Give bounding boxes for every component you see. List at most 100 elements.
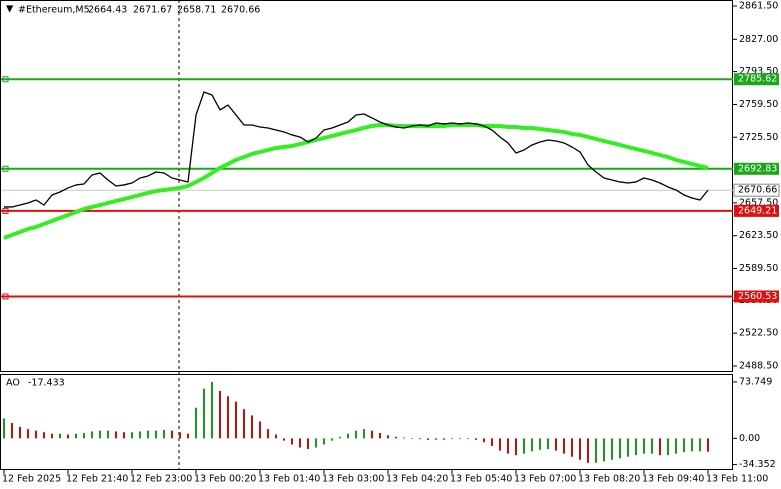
ao-bar xyxy=(459,438,461,440)
ao-bar xyxy=(299,438,301,448)
ao-bar xyxy=(651,438,653,454)
level-label: 2692.83 xyxy=(738,163,777,174)
main-frame xyxy=(0,0,733,372)
ao-bar xyxy=(203,388,205,439)
last-price-label: 2670.66 xyxy=(738,185,777,196)
ao-tick-label: 0.00 xyxy=(739,433,760,444)
y-tick-label: 2827.00 xyxy=(739,34,778,45)
y-tick-label: 2522.50 xyxy=(739,328,778,339)
ao-bar xyxy=(683,438,685,453)
y-tick-label: 2488.50 xyxy=(739,361,778,372)
x-tick-label: 13 Feb 01:40 xyxy=(258,474,320,485)
x-tick-label: 13 Feb 07:00 xyxy=(514,474,576,485)
ao-bar xyxy=(243,409,245,439)
ao-bar xyxy=(507,438,509,454)
ao-bar xyxy=(147,430,149,439)
level-box xyxy=(734,73,779,86)
ao-bar xyxy=(211,381,213,439)
ao-bar xyxy=(587,438,589,463)
ao-bar xyxy=(467,438,469,440)
ao-bar xyxy=(75,433,77,439)
ao-bar xyxy=(619,438,621,459)
last-price-box xyxy=(733,183,780,197)
ao-bar xyxy=(659,438,661,456)
ao-bar xyxy=(267,429,269,439)
ao-bar xyxy=(395,436,397,439)
ao-bar xyxy=(51,433,53,439)
ao-bar xyxy=(675,438,677,454)
ao-value: -17.433 xyxy=(28,378,65,389)
y-tick-label: 2725.50 xyxy=(739,132,778,143)
x-tick-label: 13 Feb 00:20 xyxy=(194,474,256,485)
ao-bar xyxy=(115,431,117,439)
ao-bar xyxy=(371,430,373,439)
level-marker xyxy=(2,165,9,172)
ao-bar xyxy=(315,438,317,448)
ao-bar xyxy=(611,438,613,460)
ao-bar xyxy=(83,432,85,439)
ao-bar xyxy=(283,438,285,441)
y-tick-label: 2657.50 xyxy=(739,197,778,208)
ao-bar xyxy=(67,434,69,439)
level-marker xyxy=(2,293,9,300)
ao-bar xyxy=(667,438,669,456)
ao-bar xyxy=(91,431,93,439)
ao-bar xyxy=(403,437,405,439)
ao-bar xyxy=(643,438,645,454)
ao-bar xyxy=(363,429,365,439)
ao-bar xyxy=(427,438,429,440)
ao-bar xyxy=(163,429,165,439)
ao-bar xyxy=(99,430,101,439)
ao-bar xyxy=(275,434,277,439)
ao-bar xyxy=(43,432,45,439)
x-tick-label: 13 Feb 09:40 xyxy=(642,474,704,485)
ao-bar xyxy=(139,431,141,439)
x-tick-label: 12 Feb 2025 xyxy=(2,474,61,485)
level-marker xyxy=(2,76,9,83)
ao-bar xyxy=(475,438,477,440)
ao-bar xyxy=(187,433,189,439)
ao-bar xyxy=(123,432,125,439)
ao-label: AO xyxy=(6,378,20,389)
ao-bar xyxy=(491,438,493,446)
ao-bar xyxy=(547,438,549,450)
ao-bar xyxy=(291,438,293,445)
ao-bar xyxy=(411,438,413,439)
y-tick-label: 2623.50 xyxy=(739,230,778,241)
ao-bar xyxy=(179,432,181,439)
y-tick-label: 2861.50 xyxy=(739,0,778,11)
ao-bar xyxy=(483,438,485,443)
title-arrow: ▼ xyxy=(6,4,14,15)
level-marker xyxy=(2,207,9,214)
ao-bar xyxy=(531,438,533,452)
ao-bar xyxy=(347,433,349,439)
ao-bar xyxy=(387,435,389,439)
level-label: 2649.21 xyxy=(738,205,777,216)
ao-bar xyxy=(603,438,605,462)
ao-bar xyxy=(523,438,525,454)
ao-bar xyxy=(555,438,557,451)
ao-bar xyxy=(171,430,173,439)
ao-bar xyxy=(307,438,309,450)
ao-bar xyxy=(443,438,445,440)
ao-bar xyxy=(227,396,229,439)
ao-bar xyxy=(435,438,437,440)
price-line xyxy=(4,91,709,208)
ao-bar xyxy=(27,429,29,439)
ao-bar xyxy=(339,436,341,439)
y-tick-label: 2759.50 xyxy=(739,99,778,110)
ao-bar xyxy=(635,438,637,456)
x-tick-label: 13 Feb 08:20 xyxy=(578,474,640,485)
ao-bar xyxy=(579,438,581,460)
chart-title: #Ethereum,M5 xyxy=(18,5,90,16)
level-box xyxy=(734,290,779,303)
ohlc-open: 2664.43 xyxy=(88,5,127,16)
ao-bar xyxy=(59,433,61,439)
ao-bar xyxy=(35,430,37,439)
ohlc-high: 2671.67 xyxy=(133,5,172,16)
moving-average xyxy=(3,122,709,240)
ao-bar xyxy=(131,432,133,439)
ao-tick-label: -34.352 xyxy=(739,459,776,470)
ao-bar xyxy=(3,418,5,439)
